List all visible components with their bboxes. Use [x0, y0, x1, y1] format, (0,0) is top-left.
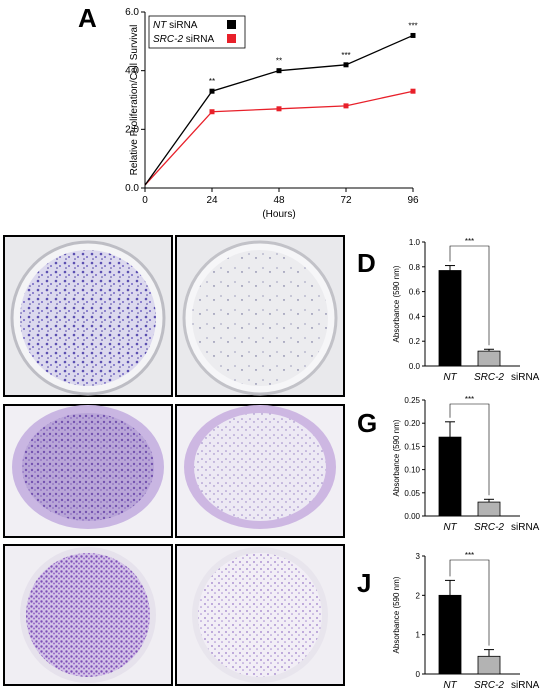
photo-f-well — [175, 404, 345, 538]
x-tick-label: 24 — [206, 195, 218, 206]
panel-label-g: G — [357, 408, 377, 438]
y-axis-label: Absorbance (590 nm) — [392, 576, 401, 653]
panel-label-a: A — [78, 3, 97, 33]
y-tick-label: 1 — [416, 631, 421, 640]
photo-h-well — [3, 544, 173, 686]
y-tick-label: 1.0 — [409, 238, 421, 247]
photo-b-colony-dish — [3, 235, 173, 397]
category-label: SRC-2 — [474, 372, 504, 383]
x-tick-label: 72 — [340, 195, 352, 206]
photo-c-colony-dish — [175, 235, 345, 397]
y-tick-label: 0.10 — [404, 466, 420, 475]
data-point — [410, 88, 416, 94]
legend-swatch — [227, 34, 236, 43]
y-tick-label: 2.0 — [125, 124, 139, 135]
category-label: SRC-2 — [474, 680, 504, 691]
bar — [438, 270, 462, 367]
data-point — [276, 106, 282, 112]
significance-marker: *** — [408, 21, 417, 30]
legend-entry: NT siRNA — [153, 20, 198, 31]
significance-bracket — [449, 559, 490, 646]
data-point — [276, 68, 282, 74]
category-label: NT — [443, 522, 457, 533]
y-tick-label: 0 — [416, 670, 421, 679]
bar — [477, 655, 501, 675]
category-suffix: siRNA — [511, 680, 540, 691]
significance-marker: ** — [209, 77, 215, 86]
legend-entry: SRC-2 siRNA — [153, 34, 214, 45]
y-tick-label: 2 — [416, 591, 421, 600]
significance-marker: *** — [465, 395, 474, 404]
panel-label-j: J — [357, 568, 371, 598]
significance-marker: ** — [276, 57, 282, 66]
y-tick-label: 0.2 — [409, 337, 421, 346]
x-tick-label: 0 — [142, 195, 148, 206]
significance-marker: *** — [465, 237, 474, 246]
data-point — [209, 109, 215, 115]
photo-e-well — [3, 404, 173, 538]
y-tick-label: 0.8 — [409, 263, 421, 272]
significance-bracket — [449, 403, 490, 496]
bar-chart-d: 0.0 0.2 0.4 0.6 0.8 1.0 Absorbance (590 nm) NT S… — [392, 237, 540, 383]
legend-swatch — [227, 20, 236, 29]
y-tick-label: 0.0 — [409, 362, 421, 371]
data-point — [343, 62, 349, 68]
category-label: NT — [443, 680, 457, 691]
data-point — [343, 103, 349, 109]
y-tick-label: 0.25 — [404, 396, 420, 405]
bar — [438, 594, 462, 675]
y-tick-label: 0.0 — [125, 183, 139, 194]
series-line — [144, 90, 414, 186]
significance-bracket — [449, 245, 490, 346]
category-label: NT — [443, 372, 457, 383]
x-tick-label: 96 — [407, 195, 419, 206]
significance-marker: *** — [341, 51, 350, 60]
y-tick-label: 0.15 — [404, 442, 420, 451]
x-tick-label: 48 — [273, 195, 285, 206]
y-tick-label: 4.0 — [125, 66, 139, 77]
y-tick-label: 0.20 — [404, 419, 420, 428]
bar — [477, 350, 501, 367]
bar — [477, 501, 501, 517]
significance-marker: *** — [465, 551, 474, 560]
category-suffix: siRNA — [511, 372, 540, 383]
bar — [438, 436, 462, 517]
y-tick-label: 0.00 — [404, 512, 420, 521]
category-suffix: siRNA — [511, 522, 540, 533]
photo-i-well — [175, 544, 345, 686]
y-tick-label: 0.4 — [409, 312, 421, 321]
line-chart-proliferation: 0.0 2.0 4.0 6.0 0 24 48 72 96 (Hours) Relative Pro… — [125, 7, 419, 220]
y-tick-label: 6.0 — [125, 7, 139, 18]
y-tick-label: 0.05 — [404, 489, 420, 498]
data-point — [410, 32, 416, 38]
category-label: SRC-2 — [474, 522, 504, 533]
y-tick-label: 3 — [416, 552, 421, 561]
bar-chart-j: 0 1 2 3 Absorbance (590 nm) NT SRC-2 siRNA *** — [392, 551, 540, 691]
y-axis-label: Relative Proliferation/Cell Survival — [129, 25, 140, 176]
y-axis-label: Absorbance (590 nm) — [392, 265, 401, 342]
panel-label-d: D — [357, 248, 376, 278]
bar-chart-g: 0.00 0.05 0.10 0.15 0.20 0.25 Absorbance (590 … — [392, 395, 540, 533]
x-axis-label: (Hours) — [262, 209, 295, 220]
y-axis-label: Absorbance (590 nm) — [392, 419, 401, 496]
y-tick-label: 0.6 — [409, 288, 421, 297]
data-point — [209, 88, 215, 94]
